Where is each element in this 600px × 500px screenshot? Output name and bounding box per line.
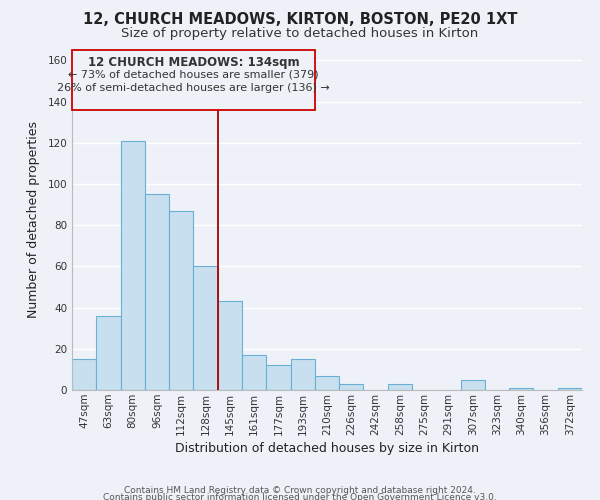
Bar — [388, 384, 412, 390]
Bar — [193, 266, 218, 390]
Text: 26% of semi-detached houses are larger (136) →: 26% of semi-detached houses are larger (… — [57, 83, 330, 93]
Text: 12, CHURCH MEADOWS, KIRTON, BOSTON, PE20 1XT: 12, CHURCH MEADOWS, KIRTON, BOSTON, PE20… — [83, 12, 517, 28]
FancyBboxPatch shape — [72, 50, 315, 110]
Bar — [339, 384, 364, 390]
Text: Contains public sector information licensed under the Open Government Licence v3: Contains public sector information licen… — [103, 494, 497, 500]
Bar — [266, 366, 290, 390]
Bar — [169, 210, 193, 390]
Bar — [121, 140, 145, 390]
Text: Size of property relative to detached houses in Kirton: Size of property relative to detached ho… — [121, 28, 479, 40]
Bar — [315, 376, 339, 390]
Bar — [145, 194, 169, 390]
Bar — [290, 359, 315, 390]
Bar — [72, 359, 96, 390]
Text: 12 CHURCH MEADOWS: 134sqm: 12 CHURCH MEADOWS: 134sqm — [88, 56, 299, 69]
Text: ← 73% of detached houses are smaller (379): ← 73% of detached houses are smaller (37… — [68, 70, 319, 80]
Text: Contains HM Land Registry data © Crown copyright and database right 2024.: Contains HM Land Registry data © Crown c… — [124, 486, 476, 495]
Bar — [96, 316, 121, 390]
Bar — [509, 388, 533, 390]
Bar — [558, 388, 582, 390]
Bar — [242, 355, 266, 390]
X-axis label: Distribution of detached houses by size in Kirton: Distribution of detached houses by size … — [175, 442, 479, 455]
Y-axis label: Number of detached properties: Number of detached properties — [28, 122, 40, 318]
Bar — [218, 302, 242, 390]
Bar — [461, 380, 485, 390]
